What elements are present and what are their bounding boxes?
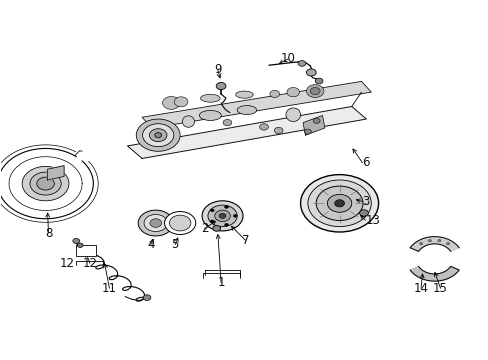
Circle shape [307,180,370,226]
Text: 8: 8 [45,226,52,239]
Polygon shape [127,107,366,158]
Text: 10: 10 [281,52,295,65]
Circle shape [446,243,448,245]
Circle shape [286,87,299,97]
Circle shape [150,219,161,227]
Circle shape [298,60,305,66]
Polygon shape [303,116,325,135]
Circle shape [233,215,237,217]
Ellipse shape [235,91,253,98]
Text: 9: 9 [213,63,221,76]
Ellipse shape [182,116,194,127]
Circle shape [316,186,362,221]
Circle shape [169,215,190,231]
Polygon shape [409,266,458,281]
Circle shape [310,87,320,95]
Circle shape [142,124,173,147]
Circle shape [149,129,166,141]
Text: 13: 13 [365,214,380,227]
Circle shape [164,212,195,234]
Ellipse shape [237,105,256,114]
Circle shape [37,177,54,190]
Circle shape [437,239,440,242]
Circle shape [174,97,187,107]
Text: 12: 12 [82,257,97,270]
Circle shape [419,243,422,245]
Text: 14: 14 [413,282,427,295]
Circle shape [144,215,167,231]
Circle shape [219,213,225,219]
Circle shape [327,194,351,212]
Circle shape [306,69,316,76]
Circle shape [274,127,283,134]
Circle shape [143,295,151,301]
Circle shape [138,210,173,236]
Text: 5: 5 [171,238,179,251]
Text: 15: 15 [432,282,447,295]
Ellipse shape [285,108,300,122]
Circle shape [202,201,243,231]
Ellipse shape [200,94,220,102]
Circle shape [334,200,344,207]
Circle shape [77,243,83,247]
Circle shape [22,166,69,201]
Circle shape [155,133,161,138]
Circle shape [269,90,279,98]
Circle shape [313,118,320,123]
Circle shape [300,175,378,232]
Circle shape [30,172,61,195]
Polygon shape [142,81,370,128]
Polygon shape [47,166,64,180]
Text: 4: 4 [147,238,154,251]
Circle shape [224,223,228,226]
Circle shape [207,205,237,226]
Polygon shape [409,237,458,251]
Circle shape [214,210,230,222]
Circle shape [73,238,80,243]
Circle shape [304,129,311,134]
Circle shape [427,239,430,242]
Text: 12: 12 [60,257,75,270]
Circle shape [259,124,268,130]
Circle shape [216,82,225,90]
Circle shape [212,226,220,231]
Text: 3: 3 [362,195,369,208]
Ellipse shape [199,111,221,121]
Circle shape [136,119,180,151]
Text: 11: 11 [102,282,117,295]
Text: 7: 7 [241,234,249,247]
Circle shape [306,85,324,98]
Circle shape [224,206,228,208]
Circle shape [210,220,214,223]
FancyBboxPatch shape [76,245,96,256]
Text: 1: 1 [217,276,224,289]
Circle shape [359,210,367,216]
Text: 6: 6 [362,156,369,169]
Circle shape [162,96,180,109]
Circle shape [223,120,231,126]
Circle shape [315,78,323,84]
Circle shape [210,209,214,212]
Text: 2: 2 [201,222,208,235]
